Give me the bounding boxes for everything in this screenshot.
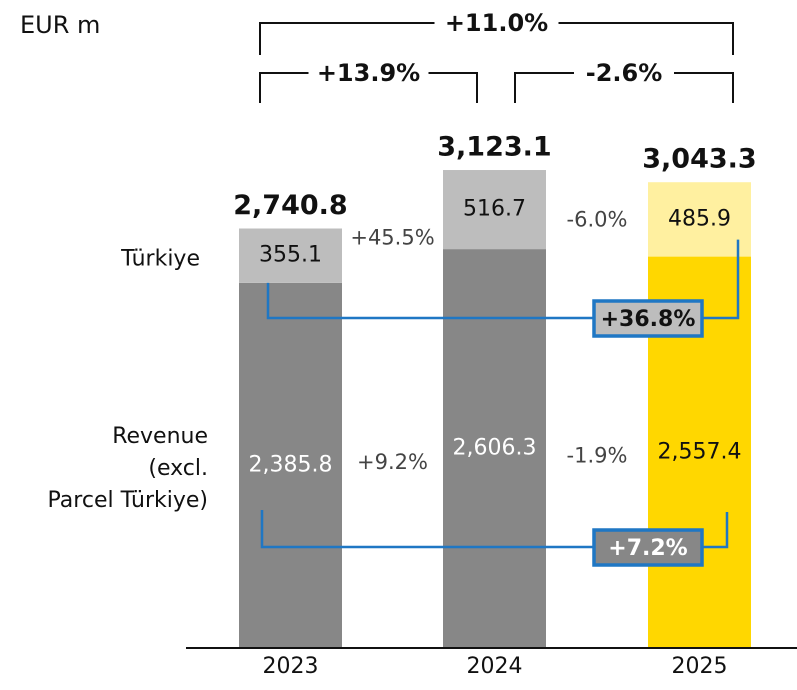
series-label: Revenue (excl. Parcel Türkiye) (48, 424, 208, 513)
growth-label: +9.2% (357, 450, 428, 474)
bracket-label: +13.9% (317, 59, 420, 87)
segment-label: 2,606.3 (453, 436, 537, 461)
series-label-line: Parcel Türkiye) (48, 488, 208, 513)
series-label-line: Revenue (112, 424, 208, 449)
segment-label: 2,557.4 (658, 439, 742, 464)
bar-segment (443, 170, 546, 250)
x-tick-label: 2025 (672, 654, 728, 679)
connector (266, 239, 740, 320)
total-label: 3,123.1 (437, 132, 551, 163)
bracket (558, 22, 734, 55)
segment-label: 485.9 (668, 206, 731, 231)
change-label: +36.8% (601, 307, 696, 332)
series-label: Türkiye (120, 247, 200, 272)
bracket-label: -2.6% (586, 59, 663, 87)
segment-label: 2,385.8 (249, 452, 333, 477)
x-tick-label: 2024 (467, 654, 523, 679)
growth-label: -6.0% (567, 207, 628, 231)
growth-label: +45.5% (350, 226, 434, 250)
series-label-line: (excl. (148, 456, 208, 481)
connector (260, 510, 729, 549)
change-label: +7.2% (608, 536, 687, 561)
bracket (428, 72, 478, 103)
bar-segment (239, 228, 342, 283)
total-label: 2,740.8 (233, 190, 347, 221)
change-box (592, 528, 704, 567)
bracket (514, 72, 574, 103)
bar-segment (443, 249, 546, 648)
bracket (259, 22, 435, 55)
growth-label: -1.9% (567, 443, 628, 467)
bar-segment (648, 182, 751, 257)
bar-segment (239, 282, 342, 648)
bracket (259, 72, 309, 103)
bracket-label: +11.0% (445, 9, 548, 37)
bracket (674, 72, 734, 103)
change-box (592, 299, 704, 338)
x-tick-label: 2023 (263, 654, 319, 679)
segment-label: 355.1 (259, 243, 322, 268)
unit-label: EUR m (20, 11, 100, 39)
total-label: 3,043.3 (642, 144, 756, 175)
segment-label: 516.7 (463, 197, 526, 222)
